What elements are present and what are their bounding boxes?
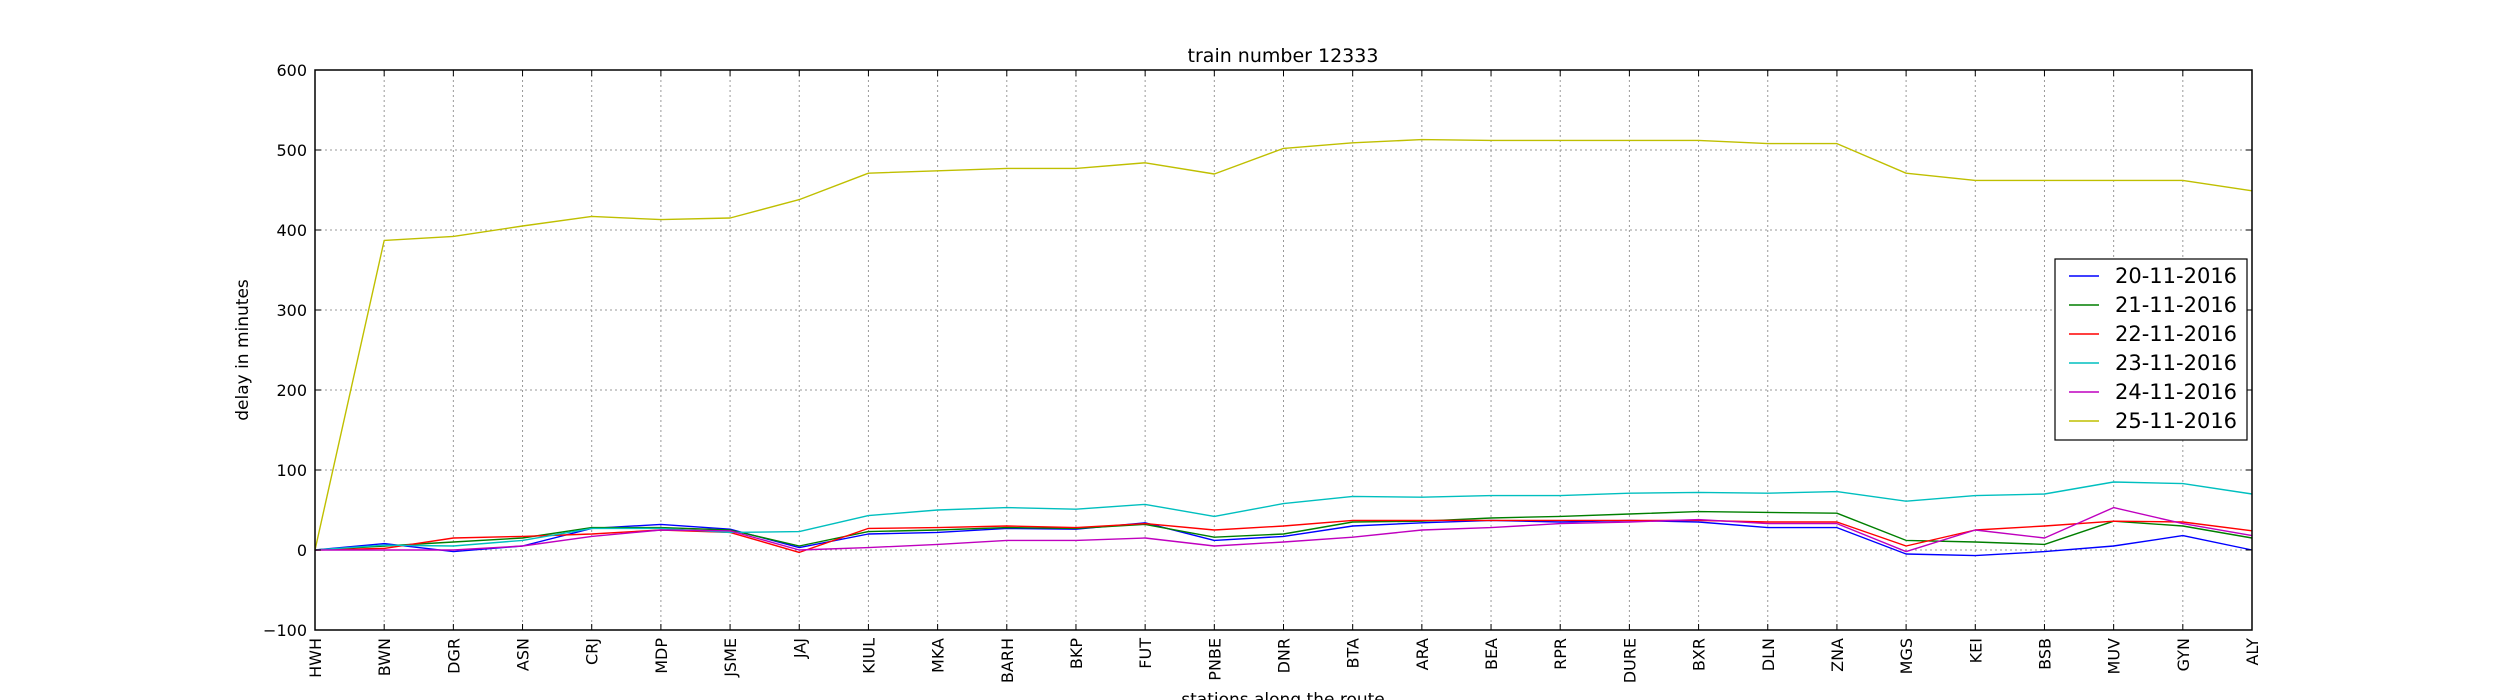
x-tick-label: PNBE	[1205, 638, 1224, 681]
x-tick-label: ARA	[1413, 638, 1432, 670]
x-tick-label: CRJ	[583, 638, 602, 665]
x-axis-label: stations along the route	[1181, 690, 1385, 700]
legend-label: 23-11-2016	[2115, 351, 2237, 375]
legend-box	[2054, 258, 2248, 441]
x-tick-label: BWN	[375, 638, 394, 676]
grid-lines	[315, 70, 2252, 630]
series-line	[314, 481, 2253, 551]
series-line	[314, 519, 2253, 554]
y-tick-label: 400	[276, 221, 307, 240]
x-tick-label: MGS	[1897, 638, 1916, 674]
x-tick-label: FUT	[1136, 638, 1155, 669]
x-tick-label: MUV	[2105, 638, 2124, 675]
x-tick-label: MDP	[652, 638, 671, 674]
y-tick-label: 100	[276, 461, 307, 480]
legend-label: 24-11-2016	[2115, 380, 2237, 404]
x-tick-label: BKP	[1067, 638, 1086, 669]
x-tick-label: JAJ	[790, 638, 809, 659]
x-tick-label: BARH	[998, 638, 1017, 683]
x-tick-label: ASN	[514, 638, 533, 671]
axis-ticks: HWH BWN DGR ASN CRJ MDP JSME JAJ KIUL MKA BARH BKP F…	[263, 61, 2262, 683]
y-tick-label: −100	[263, 621, 307, 640]
legend-label: 22-11-2016	[2115, 322, 2237, 346]
y-axis-label: delay in minutes	[233, 279, 253, 421]
x-tick-label: ZNA	[1828, 638, 1847, 672]
x-tick-label: BTA	[1344, 638, 1363, 669]
x-tick-label: GYN	[2174, 638, 2193, 671]
series-line	[315, 506, 2253, 553]
x-tick-label: ALY	[2243, 638, 2262, 666]
x-tick-label: DURE	[1620, 638, 1639, 683]
x-tick-label: KEI	[1966, 638, 1985, 663]
x-tick-label: BXR	[1690, 638, 1709, 671]
x-tick-label: DLN	[1759, 638, 1778, 671]
x-tick-label: KIUL	[859, 638, 878, 674]
chart-title: train number 12333	[1188, 45, 1379, 67]
y-tick-label: 300	[276, 301, 307, 320]
legend-label: 21-11-2016	[2115, 293, 2237, 317]
x-tick-label: BSB	[2035, 638, 2054, 670]
legend: 20-11-2016 21-11-2016 22-11-2016 23-11-2016…	[2054, 258, 2248, 441]
series-line	[314, 138, 2253, 551]
legend-label: 25-11-2016	[2115, 409, 2237, 433]
x-tick-label: DGR	[444, 638, 463, 674]
x-tick-label: BEA	[1482, 638, 1501, 670]
y-tick-label: 200	[276, 381, 307, 400]
x-tick-label: RPR	[1551, 638, 1570, 670]
x-tick-label: MKA	[929, 638, 948, 673]
x-tick-label: DNR	[1275, 638, 1294, 673]
series-lines	[314, 138, 2253, 557]
legend-label: 20-11-2016	[2115, 264, 2237, 288]
y-tick-label: 600	[276, 61, 307, 80]
x-tick-label: JSME	[721, 638, 740, 678]
x-tick-label: HWH	[306, 638, 325, 678]
y-tick-label: 500	[276, 141, 307, 160]
series-line	[314, 519, 2253, 557]
y-tick-label: 0	[297, 541, 307, 560]
